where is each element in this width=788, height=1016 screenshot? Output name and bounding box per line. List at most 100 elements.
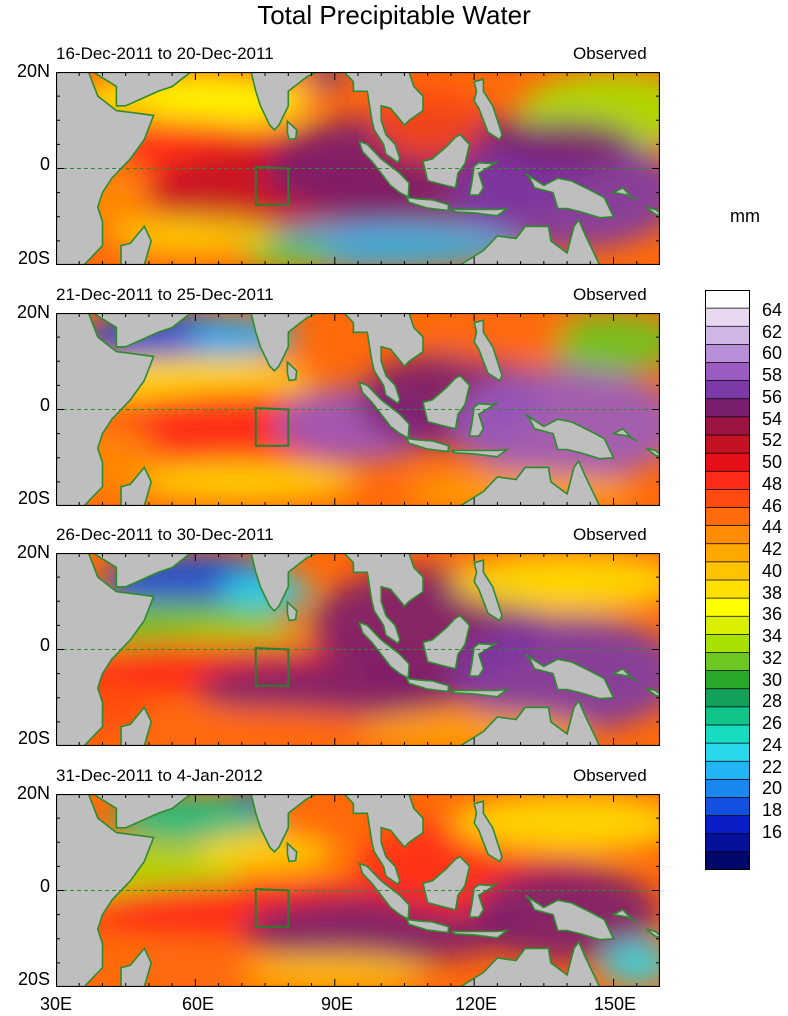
- land-mass: [120, 705, 153, 746]
- land-mass: [468, 882, 498, 918]
- panel-3-map: [56, 553, 660, 746]
- colorbar-swatch: [705, 688, 750, 708]
- tpw-field-blob: [599, 938, 660, 987]
- land-mass: [450, 688, 510, 698]
- tpw-field-blob: [427, 313, 568, 362]
- panel-3-date-range: 26-Dec-2011 to 30-Dec-2011: [56, 525, 274, 544]
- colorbar-tick-label: 40: [762, 560, 783, 581]
- land-mass: [232, 72, 317, 132]
- land-mass: [286, 360, 298, 382]
- land-mass: [611, 186, 638, 201]
- study-region-box: [254, 407, 290, 447]
- colorbar-tick-label: 60: [762, 343, 783, 364]
- land-mass: [524, 894, 615, 941]
- colorbar-tick-label: 18: [762, 800, 783, 821]
- colorbar-swatch: [705, 362, 750, 382]
- land-mass: [342, 553, 424, 645]
- panel-2-map: [56, 313, 660, 506]
- colorbar-tick-label: 24: [762, 734, 783, 755]
- land-mass: [473, 559, 503, 622]
- colorbar-swatch: [705, 725, 750, 744]
- lon-label-30e: 30E: [39, 994, 73, 1014]
- panel-1-lat-20s: 20S: [17, 248, 50, 268]
- colorbar-units-label: mm: [730, 206, 760, 226]
- land-mass: [441, 459, 601, 506]
- land-mass: [405, 918, 450, 934]
- land-mass: [611, 667, 638, 682]
- panel-frame: [56, 553, 660, 746]
- land-mass: [450, 207, 510, 217]
- colorbar-swatch: [705, 561, 750, 581]
- panel-4-lat-0: 0: [39, 876, 50, 896]
- land-mass: [120, 465, 153, 506]
- land-mass: [286, 119, 298, 141]
- colorbar-swatch: [705, 453, 750, 472]
- land-mass: [232, 313, 317, 373]
- panel-frame: [56, 72, 660, 265]
- tpw-field-blob: [125, 462, 358, 502]
- colorbar-swatch: [705, 290, 750, 309]
- panel-4-map: [56, 794, 660, 987]
- land-mass: [91, 794, 192, 829]
- colorbar-swatch: [705, 634, 750, 653]
- figure-title: Total Precipitable Water: [257, 0, 531, 30]
- colorbar-swatch: [705, 435, 750, 454]
- colorbar-tick-label: 28: [762, 691, 783, 712]
- panel-2-lat-20n: 20N: [16, 302, 50, 322]
- colorbar-swatch: [705, 580, 750, 599]
- panel-1-status: Observed: [573, 44, 647, 63]
- land-mass: [422, 855, 471, 911]
- colorbar-swatch: [705, 344, 750, 363]
- colorbar-swatch: [705, 326, 750, 345]
- colorbar-swatch: [705, 471, 750, 490]
- colorbar-swatch: [705, 543, 750, 563]
- colorbar-tick-label: 20: [762, 778, 783, 799]
- land-mass: [120, 946, 153, 987]
- land-mass: [473, 800, 503, 863]
- colorbar-swatch: [705, 598, 750, 617]
- land-mass: [422, 614, 471, 670]
- land-mass: [450, 448, 510, 458]
- colorbar-tick-label: 54: [762, 408, 783, 429]
- land-mass: [232, 794, 317, 854]
- land-mass: [56, 72, 155, 265]
- colorbar-tick-label: 30: [762, 669, 783, 690]
- colorbar-tick-label: 46: [762, 495, 783, 516]
- colorbar-tick-label: 38: [762, 582, 783, 603]
- colorbar-tick-label: 58: [762, 365, 783, 386]
- colorbar-swatch: [705, 616, 750, 635]
- panel-4-lat-20n: 20N: [16, 783, 50, 803]
- panel-4-status: Observed: [573, 766, 647, 785]
- colorbar-tick-label: 52: [762, 430, 783, 451]
- lon-label-60e: 60E: [181, 994, 215, 1014]
- panel-3-status: Observed: [573, 525, 647, 544]
- land-mass: [405, 196, 450, 212]
- land-mass: [468, 641, 498, 677]
- land-mass: [91, 553, 192, 588]
- tpw-field-blob: [241, 953, 428, 987]
- land-mass: [91, 313, 192, 348]
- land-mass: [468, 160, 498, 196]
- land-mass: [645, 687, 660, 698]
- colorbar-tick-label: 34: [762, 626, 783, 647]
- lon-label-150e: 150E: [593, 994, 637, 1014]
- tpw-field-blob: [543, 313, 660, 371]
- land-mass: [405, 437, 450, 453]
- colorbar-swatch: [705, 815, 750, 835]
- colorbar-tick-label: 62: [762, 321, 783, 342]
- land-mass: [441, 699, 601, 746]
- colorbar-swatch: [705, 525, 750, 545]
- land-mass: [342, 72, 424, 164]
- colorbar-swatch: [705, 779, 750, 798]
- panel-1-map: [56, 72, 660, 265]
- land-mass: [358, 862, 410, 921]
- land-mass: [611, 908, 638, 923]
- land-mass: [56, 794, 155, 987]
- land-mass: [286, 600, 298, 622]
- land-mass: [358, 381, 410, 440]
- land-mass: [441, 218, 601, 265]
- land-mass: [645, 447, 660, 458]
- panel-frame: [56, 313, 660, 506]
- lon-label-120e: 120E: [454, 994, 498, 1014]
- panel-3-lat-20s: 20S: [17, 728, 50, 748]
